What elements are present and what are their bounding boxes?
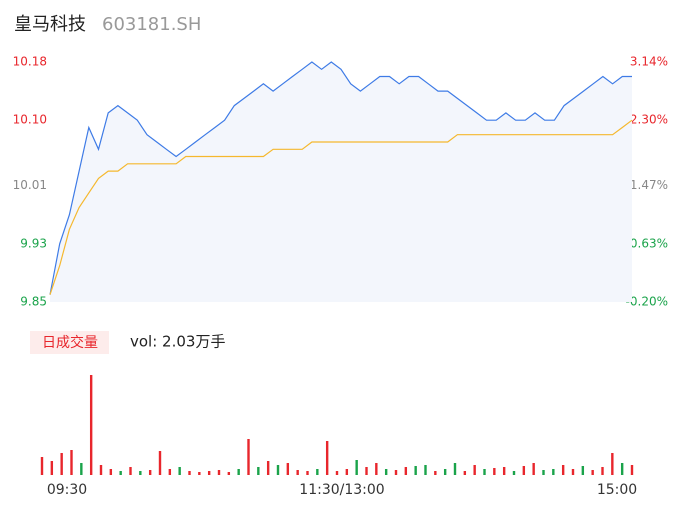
- volume-bar: [601, 467, 604, 475]
- volume-bar: [365, 467, 368, 475]
- volume-bar: [552, 469, 555, 475]
- volume-bar: [316, 469, 319, 475]
- volume-bar: [345, 469, 349, 475]
- y-tick-label: 9.93: [20, 236, 47, 250]
- y-tick-label: 10.18: [13, 55, 47, 69]
- volume-bar: [591, 470, 594, 475]
- y2-tick-label: 0.63%: [630, 236, 668, 250]
- volume-bar: [306, 471, 309, 475]
- volume-bar: [325, 441, 329, 475]
- volume-bar: [109, 469, 113, 475]
- volume-bar: [257, 467, 260, 475]
- volume-bar: [80, 463, 83, 475]
- y2-tick-label: 1.47%: [630, 178, 668, 192]
- stock-code: 603181.SH: [102, 14, 201, 35]
- volume-bar: [217, 470, 221, 475]
- volume-bar: [443, 469, 447, 475]
- volume-bar: [139, 471, 142, 475]
- volume-label: vol: 2.03万手: [130, 333, 225, 351]
- volume-bar: [414, 466, 417, 475]
- volume-bar: [296, 470, 299, 475]
- volume-bar: [375, 463, 378, 475]
- volume-bar: [286, 463, 290, 475]
- volume-bar: [571, 469, 575, 475]
- volume-bar: [237, 469, 240, 475]
- y-tick-label: 10.01: [13, 178, 47, 192]
- volume-bar: [227, 472, 231, 475]
- volume-bar: [355, 460, 358, 475]
- volume-bar: [119, 471, 122, 475]
- volume-bar: [60, 453, 63, 475]
- average-line: [49, 119, 633, 295]
- price-line: [49, 61, 632, 295]
- volume-bar: [89, 375, 93, 475]
- volume-bar: [40, 457, 44, 475]
- volume-bar: [394, 470, 398, 475]
- legend-box: [30, 331, 109, 354]
- volume-bar: [512, 471, 516, 475]
- volume-bar: [581, 466, 585, 475]
- x-tick-label: 15:00: [597, 482, 637, 498]
- volume-bar: [424, 465, 427, 475]
- x-tick-label: 09:30: [47, 482, 87, 498]
- volume-bar: [463, 471, 467, 475]
- volume-bar: [473, 465, 476, 475]
- y2-tick-label: 3.14%: [630, 55, 668, 69]
- volume-bar: [247, 439, 250, 475]
- volume-bar: [493, 468, 496, 475]
- y-tick-label: 10.10: [13, 113, 47, 127]
- x-tick-label: 11:30/13:00: [299, 482, 384, 498]
- volume-bar: [158, 451, 162, 475]
- volume-bar: [620, 463, 624, 475]
- volume-bar: [99, 465, 103, 475]
- volume-bar: [532, 463, 535, 475]
- volume-bar: [483, 469, 486, 475]
- volume-bar: [434, 471, 437, 475]
- volume-bar: [611, 453, 614, 475]
- volume-bar: [561, 465, 565, 475]
- volume-bar: [453, 463, 457, 475]
- volume-bar: [522, 466, 526, 475]
- volume-bar: [50, 461, 54, 475]
- volume-bar: [266, 461, 270, 475]
- volume-bar: [207, 471, 211, 475]
- volume-bar: [129, 467, 132, 475]
- volume-bar: [168, 469, 172, 475]
- volume-bar: [630, 465, 634, 475]
- y2-tick-label: -0.20%: [626, 295, 668, 309]
- volume-bar: [178, 467, 181, 475]
- volume-bar: [542, 470, 545, 475]
- volume-bar: [335, 471, 339, 475]
- y-tick-label: 9.85: [20, 295, 47, 309]
- volume-bar: [404, 467, 408, 475]
- volume-bar: [384, 469, 388, 475]
- legend: 日成交量: [42, 334, 98, 351]
- volume-bar: [198, 472, 201, 475]
- volume-bar: [70, 450, 73, 475]
- volume-bar: [502, 467, 506, 475]
- price-area: [50, 62, 632, 302]
- volume-bar: [276, 465, 280, 475]
- volume-bar: [148, 470, 152, 475]
- stock-name: 皇马科技: [14, 14, 86, 35]
- volume-bar: [188, 471, 191, 475]
- y2-tick-label: 2.30%: [630, 113, 668, 127]
